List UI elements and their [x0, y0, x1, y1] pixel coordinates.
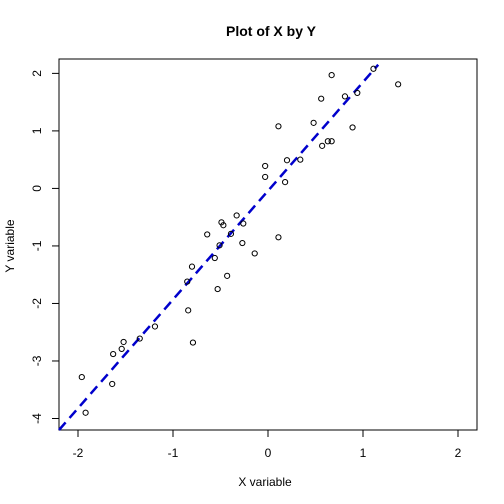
data-point — [275, 123, 282, 130]
data-point — [328, 138, 335, 145]
data-point — [151, 323, 159, 330]
data-point — [251, 250, 258, 257]
data-point — [82, 409, 89, 416]
data-point — [214, 285, 221, 293]
data-point — [227, 230, 235, 237]
y-tick-label: 2 — [30, 70, 44, 77]
y-axis: -4 -3 -2 -1 0 1 2 — [30, 70, 59, 424]
y-tick-label: -1 — [30, 240, 44, 251]
data-point — [354, 89, 361, 97]
data-point — [262, 162, 269, 170]
data-point — [188, 263, 196, 270]
plot-frame — [58, 58, 478, 431]
x-axis-label: X variable — [238, 475, 292, 489]
data-point — [216, 242, 223, 249]
x-tick-label: -1 — [168, 446, 179, 460]
data-point — [185, 307, 192, 314]
x-tick-label: 2 — [455, 446, 462, 460]
data-point — [78, 373, 85, 381]
y-tick-label: 0 — [30, 185, 44, 192]
y-tick-label: -3 — [30, 355, 44, 366]
data-point — [395, 81, 402, 88]
x-axis: -2 -1 0 1 2 — [73, 430, 462, 460]
data-point — [189, 339, 197, 346]
data-point — [283, 157, 291, 164]
data-point — [328, 72, 335, 79]
data-point — [220, 222, 227, 229]
data-point — [310, 119, 317, 126]
x-tick-label: -2 — [73, 446, 84, 460]
data-point — [118, 345, 125, 352]
data-point — [240, 220, 247, 227]
data-point — [324, 138, 331, 145]
y-tick-label: 1 — [30, 127, 44, 134]
y-axis-label: Y variable — [3, 219, 17, 272]
data-point — [349, 124, 356, 131]
data-point — [318, 95, 325, 102]
data-point — [233, 212, 240, 219]
data-point — [224, 272, 231, 279]
y-tick-label: -4 — [30, 413, 44, 424]
data-point — [319, 142, 326, 149]
data-points — [78, 65, 402, 416]
data-point — [211, 254, 218, 262]
data-point — [282, 178, 289, 186]
x-tick-label: 1 — [360, 446, 367, 460]
data-point — [262, 173, 269, 181]
data-point — [136, 335, 143, 342]
data-point — [204, 231, 211, 238]
chart-title: Plot of X by Y — [226, 23, 317, 39]
y-tick-label: -2 — [30, 298, 44, 309]
data-point — [120, 338, 127, 346]
data-point — [297, 156, 304, 163]
data-point — [341, 93, 349, 100]
data-point — [109, 380, 116, 388]
data-point — [110, 350, 117, 358]
x-tick-label: 0 — [265, 446, 272, 460]
data-point — [370, 65, 377, 72]
data-point — [184, 278, 191, 285]
data-point — [275, 234, 282, 241]
data-point — [239, 239, 246, 247]
